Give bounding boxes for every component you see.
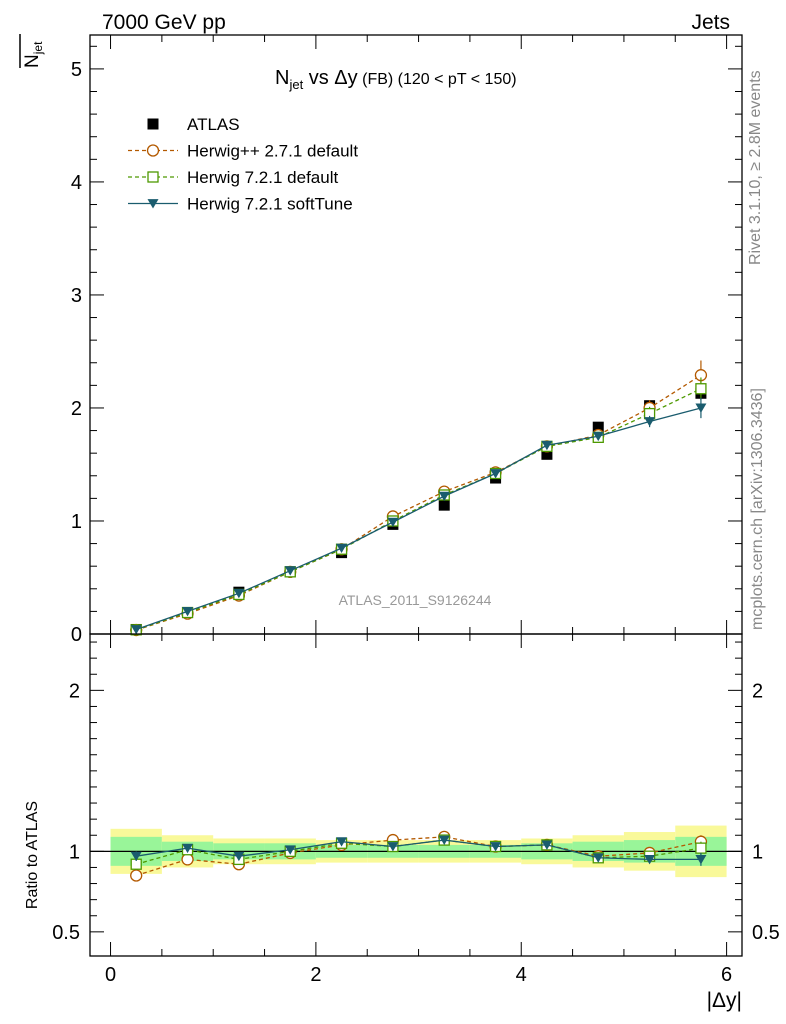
data-point xyxy=(490,842,502,852)
x-tick-label: 4 xyxy=(516,964,527,986)
x-tick-label: 6 xyxy=(721,964,732,986)
data-point xyxy=(336,543,348,554)
data-point xyxy=(490,469,502,479)
data-point xyxy=(181,853,194,866)
ratio-frame xyxy=(89,633,743,957)
data-point xyxy=(387,842,399,852)
data-point xyxy=(695,383,707,395)
header-right: Jets xyxy=(691,11,730,34)
y-tick-label: 0 xyxy=(71,624,82,646)
series-line-herwig-7-2-1-softtune xyxy=(135,407,702,631)
series-herwig-7-2-1-softtune xyxy=(130,835,707,866)
main-title-sub: jet xyxy=(288,77,303,92)
y-tick-label: 2 xyxy=(71,398,82,420)
legend-marker xyxy=(146,144,160,157)
legend-label: Herwig++ 2.7.1 default xyxy=(187,142,358,161)
data-point xyxy=(130,625,142,635)
main-title-vs: vs Δy xyxy=(303,67,357,89)
data-point xyxy=(644,855,656,865)
main-ylabel: Njet xyxy=(19,34,45,68)
main-panel: 0 1 2 3 4 5 xyxy=(71,34,743,646)
data-point xyxy=(284,566,296,576)
data-point xyxy=(695,403,707,413)
legend-marker xyxy=(147,118,159,130)
series-herwig-7-2-1-softtune xyxy=(130,397,707,635)
main-ylabel-sub: jet xyxy=(31,41,45,55)
data-point xyxy=(592,431,604,442)
svg-text:Njet: Njet xyxy=(22,41,45,68)
main-title-n: N xyxy=(275,67,289,89)
legend-label: Herwig 7.2.1 default xyxy=(187,168,338,187)
legend: ATLAS Herwig++ 2.7.1 default Herwig 7.2.1 … xyxy=(128,115,358,214)
data-point xyxy=(438,491,450,502)
y-tick-label: 3 xyxy=(71,285,82,307)
x-tick-label: 2 xyxy=(310,964,321,986)
x-axis-label: |Δy| xyxy=(707,989,742,1012)
main-ylabel-n: N xyxy=(22,54,43,68)
ratio-panel: 0.5 0.5 1 1 2 2 0 2 4 6 xyxy=(52,633,780,986)
series-line-herwig-2-7-1-default xyxy=(136,836,702,877)
y-tick-label-right: 0.5 xyxy=(752,922,780,944)
legend-label: ATLAS xyxy=(187,115,240,134)
data-point xyxy=(438,835,450,846)
main-title-cut: (120 < pT < 150) xyxy=(393,71,516,88)
data-point xyxy=(233,588,245,599)
main-title: Njet vs Δy (FB) (120 < pT < 150) xyxy=(275,67,517,92)
legend-marker xyxy=(147,171,159,183)
rivet-label: Rivet 3.1.10, ≥ 2.8M events xyxy=(747,70,764,265)
legend-label: Herwig 7.2.1 softTune xyxy=(187,195,353,214)
data-point xyxy=(182,606,194,617)
data-point xyxy=(387,517,399,528)
data-point xyxy=(130,851,142,862)
data-point xyxy=(592,421,604,433)
data-point xyxy=(130,869,143,882)
legend-entry-herwig-2-7-1-default: Herwig++ 2.7.1 default xyxy=(128,142,358,161)
y-tick-label: 1 xyxy=(71,511,82,533)
data-point xyxy=(541,448,553,460)
y-tick-label: 0.5 xyxy=(52,922,80,944)
legend-entry-herwig-7-2-1-default: Herwig 7.2.1 default xyxy=(128,168,338,187)
mcplots-label: mcplots.cern.ch [arXiv:1306.3436] xyxy=(749,388,766,630)
data-point xyxy=(541,840,553,850)
data-point xyxy=(284,845,296,855)
y-tick-label-right: 2 xyxy=(752,680,763,702)
y-tick-label: 2 xyxy=(69,680,80,702)
header-left: 7000 GeV pp xyxy=(102,11,226,34)
analysis-watermark: ATLAS_2011_S9126244 xyxy=(339,592,492,608)
legend-entry-herwig-7-2-1-softtune: Herwig 7.2.1 softTune xyxy=(128,195,353,214)
series-line-herwig-2-7-1-default xyxy=(136,374,702,631)
data-point xyxy=(541,440,553,451)
y-tick-label: 4 xyxy=(71,172,82,194)
data-point xyxy=(695,842,707,854)
data-point xyxy=(336,837,348,847)
legend-entry-atlas: ATLAS xyxy=(147,115,240,134)
ratio-ylabel: Ratio to ATLAS xyxy=(24,801,41,909)
data-point xyxy=(438,499,450,511)
data-point xyxy=(644,417,656,427)
main-title-fb: (FB) xyxy=(358,71,394,88)
y-tick-label-right: 1 xyxy=(752,841,763,863)
data-point xyxy=(592,853,604,863)
y-tick-label: 1 xyxy=(69,841,80,863)
legend-marker xyxy=(147,199,159,209)
data-point xyxy=(695,855,707,865)
y-tick-label: 5 xyxy=(71,59,82,81)
series-line-herwig-7-2-1-softtune xyxy=(136,839,701,861)
x-tick-label: 0 xyxy=(105,964,116,986)
data-point xyxy=(233,851,245,862)
data-point xyxy=(182,843,194,854)
